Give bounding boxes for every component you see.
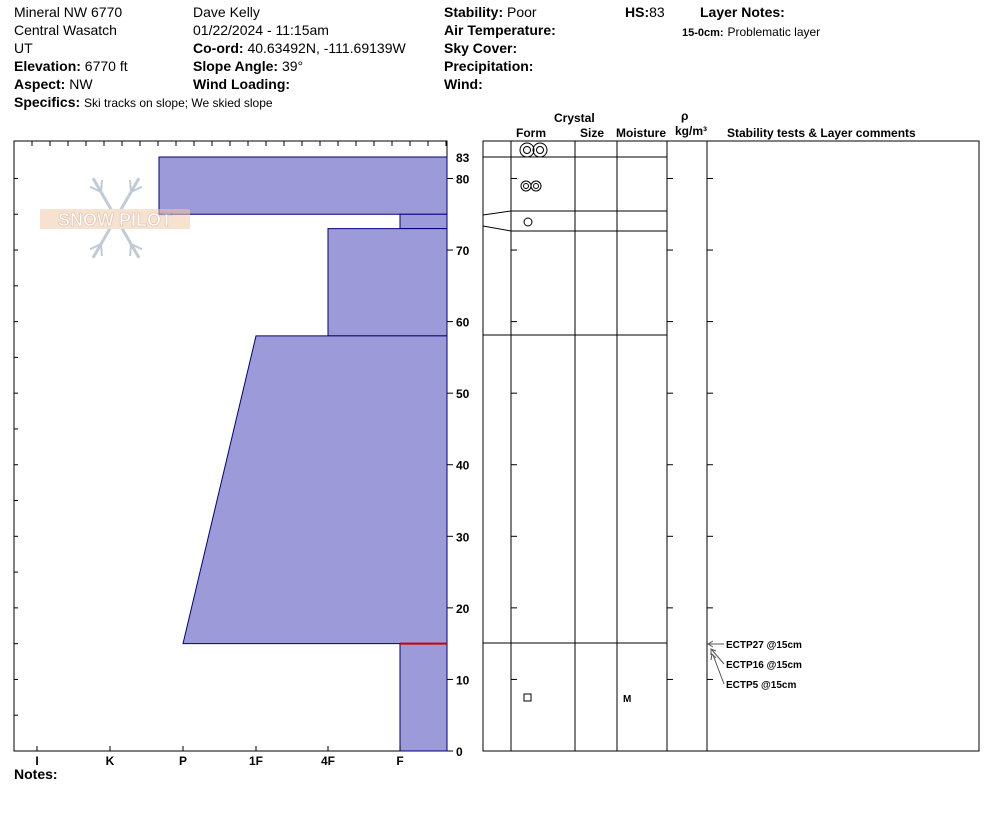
layer-75-73 (399, 213, 448, 230)
observation-datetime: 01/22/2024 - 11:15am (193, 22, 329, 38)
coordinates: Co-ord: 40.63492N, -111.69139W (193, 40, 406, 56)
elevation: Elevation: 6770 ft (14, 58, 128, 74)
stability-arrowhead (707, 640, 714, 648)
snowflake-branch (100, 179, 103, 193)
hardness-label: 4F (321, 754, 335, 768)
grain-symbol-small-1 (520, 180, 532, 192)
depth-label: 20 (456, 602, 470, 616)
connector-line (482, 225, 512, 232)
layer-83-75 (158, 156, 448, 215)
grain-symbol-large-2-inner (536, 146, 544, 154)
aspect: Aspect: NW (14, 76, 93, 92)
hardness-label: F (396, 754, 403, 768)
hardness-label: P (179, 754, 187, 768)
hardness-label: 1F (249, 754, 263, 768)
moisture-header: Moisture (616, 126, 667, 140)
wind-loading-label: Wind Loading: (193, 76, 291, 92)
grain-symbol-fragment (523, 217, 533, 227)
stability: Stability: Poor (444, 4, 537, 20)
stability-comments-header: Stability tests & Layer comments (727, 126, 916, 140)
stability-arrow (712, 654, 725, 685)
depth-label: 60 (456, 316, 470, 330)
size-header: Size (580, 126, 605, 140)
stability-arrowhead (710, 652, 717, 661)
air-temp-label: Air Temperature: (444, 22, 556, 38)
snowpilot-logo: SNOW PILOT (40, 177, 190, 259)
crystal-header: Crystal (554, 111, 595, 125)
precipitation-label: Precipitation: (444, 58, 534, 74)
stability-arrowhead (710, 648, 717, 655)
depth-label: 50 (456, 387, 470, 401)
depth-label: 0 (456, 745, 463, 759)
state-name: UT (14, 40, 33, 56)
stability-test-label: ECTP5 @15cm (726, 680, 796, 691)
layer-table-frame (482, 140, 980, 752)
grain-symbol-large-1-inner (523, 146, 531, 154)
grain-symbol-faceted (523, 693, 532, 702)
snowflake-branch (130, 243, 143, 251)
depth-label: 10 (456, 673, 470, 687)
stability-test-label: ECTP16 @15cm (726, 660, 802, 671)
elevation-label: Elevation: (14, 58, 81, 74)
specifics-value: Ski tracks on slope; We skied slope (84, 96, 273, 110)
coord-value: 40.63492N, -111.69139W (247, 40, 406, 56)
grain-symbol-small-2-inner (533, 183, 539, 189)
hs-value: 83 (649, 4, 665, 20)
depth-label: 70 (456, 244, 470, 258)
layer-note: 15-0cm: Problematic layer (682, 23, 820, 41)
depth-label: 40 (456, 459, 470, 473)
snowflake-branch (89, 243, 102, 251)
moisture-value: M (623, 694, 631, 705)
snowflake-branch (100, 243, 103, 257)
snow-height: HS:83 (625, 4, 665, 20)
slope-angle: Slope Angle: 39° (193, 58, 303, 74)
depth-label: 80 (456, 172, 470, 186)
range-name: Central Wasatch (14, 22, 117, 38)
stability-label: Stability: (444, 4, 504, 20)
slope-label: Slope Angle: (193, 58, 279, 74)
density-symbol: ρ (681, 109, 689, 123)
stability-test-label: ECTP27 @15cm (726, 640, 802, 651)
specifics: Specifics: Ski tracks on slope; We skied… (14, 94, 273, 111)
layer-58-15 (182, 335, 448, 645)
notes-label-text: Notes: (14, 766, 58, 782)
stability-value: Poor (507, 4, 537, 20)
depth-label: 30 (456, 530, 470, 544)
snowflake-branch (89, 185, 102, 193)
observer-name: Dave Kelly (193, 4, 260, 20)
stability-arrow (711, 649, 725, 665)
sky-cover-label: Sky Cover: (444, 40, 518, 56)
hardness-label: I (35, 754, 38, 768)
logo-text: SNOW PILOT (58, 210, 172, 230)
hs-label: HS: (625, 4, 650, 20)
depth-label: 83 (456, 151, 470, 165)
slope-value: 39° (281, 58, 304, 74)
layer-73-58 (327, 228, 448, 337)
coord-label: Co-ord: (193, 40, 244, 56)
layer-notes-label: Layer Notes: (700, 4, 785, 20)
grain-symbol-large-2 (532, 142, 548, 158)
aspect-value: NW (69, 76, 93, 92)
snowflake-branch (130, 185, 143, 193)
wind-label: Wind: (444, 76, 483, 92)
layer-15-0 (399, 643, 448, 752)
layer-note-text: Problematic layer (727, 25, 821, 39)
snowflake-branch (129, 243, 132, 257)
grain-symbol-large-1 (519, 142, 535, 158)
specifics-label: Specifics: (14, 94, 81, 110)
aspect-label: Aspect: (14, 76, 66, 92)
grain-symbol-small-2 (530, 180, 542, 192)
density-unit: kg/m³ (675, 124, 708, 138)
form-header: Form (516, 126, 546, 140)
snowflake-branch (129, 179, 132, 193)
elevation-value: 6770 ft (84, 58, 128, 74)
connector-line (482, 210, 512, 216)
hardness-label: K (106, 754, 115, 768)
grain-symbol-small-1-inner (523, 183, 529, 189)
layer-note-depth: 15-0cm: (682, 27, 724, 39)
logo-banner (40, 209, 190, 229)
location-name: Mineral NW 6770 (14, 4, 123, 20)
